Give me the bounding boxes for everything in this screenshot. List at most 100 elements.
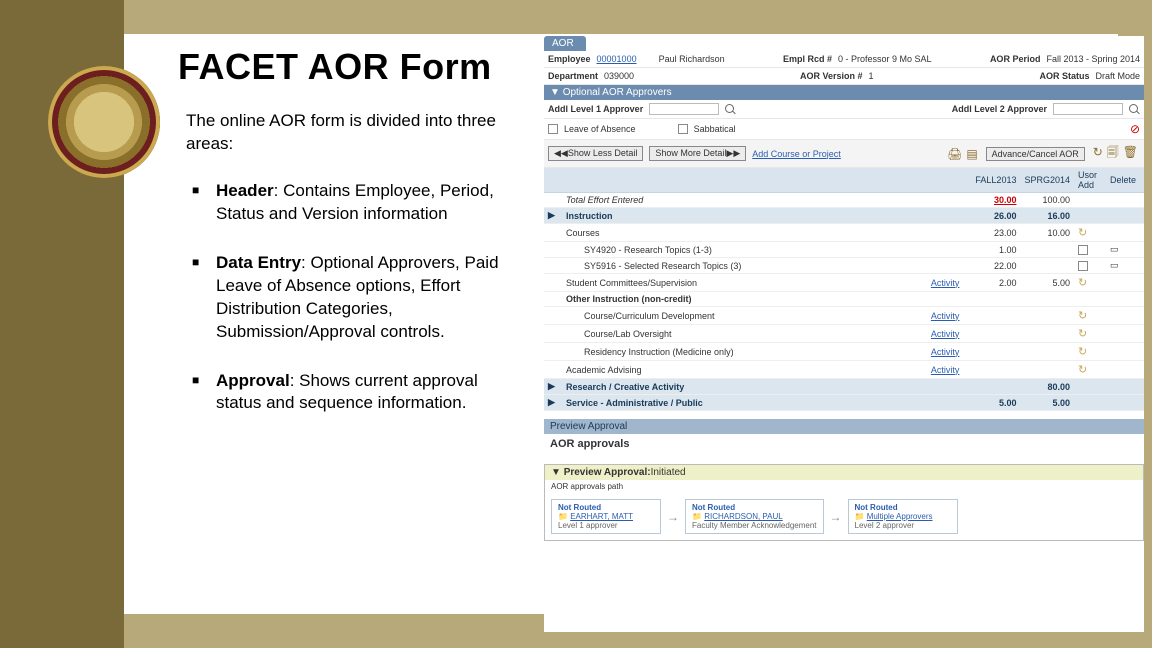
cell-delete	[1106, 193, 1144, 208]
intro-text: The online AOR form is divided into thre…	[186, 110, 506, 156]
row-delete-icon[interactable]: ▭	[1110, 260, 1119, 270]
val-spring	[1020, 307, 1074, 325]
val-spring: 5.00	[1020, 395, 1074, 411]
add-course-link[interactable]: Add Course or Project	[752, 149, 841, 159]
employee-name: Paul Richardson	[659, 54, 725, 64]
approver-name[interactable]: RICHARDSON, PAUL	[704, 512, 783, 521]
tab-aor[interactable]: AOR	[544, 36, 586, 51]
refresh-icon[interactable]: ↻	[1078, 277, 1087, 289]
lookup-icon[interactable]	[1129, 104, 1140, 115]
delete-icon[interactable]: ⊘	[1130, 122, 1140, 136]
activity-link[interactable]: Activity	[931, 365, 960, 375]
val-fall: 26.00	[971, 208, 1020, 224]
expand-icon[interactable]: ▶	[544, 379, 562, 395]
cell-usor: ↻	[1074, 274, 1106, 292]
period-label: AOR Period	[990, 54, 1041, 64]
activity-link[interactable]: Activity	[931, 278, 960, 288]
l1-input[interactable]	[649, 103, 719, 115]
fsu-seal	[48, 66, 160, 178]
preview-approval-bar[interactable]: Preview Approval	[544, 419, 1144, 434]
arrow-icon	[830, 510, 842, 524]
val-spring: 100.00	[1020, 193, 1074, 208]
activity-link[interactable]: Activity	[931, 329, 960, 339]
approval-box: ▼ Preview Approval:Initiated AOR approva…	[544, 464, 1144, 541]
slide-body: The online AOR form is divided into thre…	[186, 110, 506, 441]
print-icon[interactable]: 🖨	[947, 147, 962, 161]
row-checkbox[interactable]	[1078, 261, 1088, 271]
loa-checkbox[interactable]	[548, 124, 558, 134]
lookup-icon[interactable]	[725, 104, 736, 115]
val-fall	[971, 292, 1020, 307]
approval-node: Not Routed📁 Multiple ApproversLevel 2 ap…	[848, 499, 958, 534]
val-spring	[1020, 343, 1074, 361]
val-spring	[1020, 242, 1074, 258]
row-label: Course/Lab Oversight Activity	[562, 325, 971, 343]
cell-delete: ▭	[1106, 242, 1144, 258]
val-spring	[1020, 292, 1074, 307]
period-value: Fall 2013 - Spring 2014	[1046, 54, 1140, 64]
refresh-icon[interactable]: ↻	[1078, 364, 1087, 376]
cell-delete	[1106, 224, 1144, 242]
expand-icon	[544, 258, 562, 274]
approval-sub-label: Preview Approval:	[564, 467, 651, 478]
refresh-icon[interactable]: ↻	[1093, 145, 1103, 159]
refresh-icon[interactable]: ↻	[1078, 310, 1087, 322]
l2-input[interactable]	[1053, 103, 1123, 115]
expand-icon[interactable]: ▶	[544, 395, 562, 411]
bullet-term: Data Entry	[216, 253, 301, 272]
optional-approvers-bar[interactable]: ▼ Optional AOR Approvers	[544, 85, 1144, 100]
val-fall: 2.00	[971, 274, 1020, 292]
trash-icon[interactable]: 🗑	[1123, 145, 1138, 159]
show-less-button[interactable]: ◀◀Show Less Detail	[548, 146, 643, 161]
empl-rcd-label: Empl Rcd #	[783, 54, 832, 64]
action-icons: ↻ 🗐 🗑	[1091, 143, 1140, 164]
row-label: Courses	[562, 224, 971, 242]
leave-row: Leave of Absence Sabbatical ⊘	[544, 119, 1144, 140]
val-spring	[1020, 325, 1074, 343]
advance-cancel-button[interactable]: Advance/Cancel AOR	[986, 147, 1085, 161]
col-spring: SPRG2014	[1020, 168, 1074, 193]
table-row: Course/Curriculum Development Activity ↻	[544, 307, 1144, 325]
approver-name[interactable]: EARHART, MATT	[570, 512, 633, 521]
cell-usor: ↻	[1074, 343, 1106, 361]
expand-icon	[544, 361, 562, 379]
activity-link[interactable]: Activity	[931, 347, 960, 357]
approval-flow: Not Routed📁 EARHART, MATTLevel 1 approve…	[545, 493, 1143, 540]
refresh-icon[interactable]: ↻	[1078, 346, 1087, 358]
expand-icon	[544, 292, 562, 307]
cell-usor: ↻	[1074, 224, 1106, 242]
refresh-icon[interactable]: ↻	[1078, 328, 1087, 340]
row-delete-icon[interactable]: ▭	[1110, 244, 1119, 254]
cell-usor: ↻	[1074, 307, 1106, 325]
expand-icon[interactable]: ▶	[544, 208, 562, 224]
row-label: Instruction	[562, 208, 971, 224]
header-row-1: Employee 00001000 Paul Richardson Empl R…	[544, 51, 1144, 68]
activity-link[interactable]: Activity	[931, 311, 960, 321]
cell-usor	[1074, 258, 1106, 274]
show-more-button[interactable]: Show More Detail▶▶	[649, 146, 746, 161]
cell-usor	[1074, 242, 1106, 258]
copy-icon[interactable]: 🗐	[1107, 143, 1119, 164]
table-row: Other Instruction (non-credit)	[544, 292, 1144, 307]
expand-icon	[544, 193, 562, 208]
col-usor: Usor Add	[1074, 168, 1106, 193]
approver-name[interactable]: Multiple Approvers	[867, 512, 933, 521]
table-row: ▶Instruction26.0016.00	[544, 208, 1144, 224]
val-fall	[971, 343, 1020, 361]
sabbatical-checkbox[interactable]	[678, 124, 688, 134]
bullet-term: Approval	[216, 371, 290, 390]
cell-delete	[1106, 292, 1144, 307]
row-checkbox[interactable]	[1078, 245, 1088, 255]
val-spring: 80.00	[1020, 379, 1074, 395]
aor-screenshot: AOR Employee 00001000 Paul Richardson Em…	[544, 36, 1144, 632]
print-icons: 🖨▤	[945, 147, 980, 161]
cell-usor	[1074, 292, 1106, 307]
approval-sub: ▼ Preview Approval:Initiated	[545, 465, 1143, 480]
row-label: Course/Curriculum Development Activity	[562, 307, 971, 325]
dept-label: Department	[548, 71, 598, 81]
cell-usor	[1074, 193, 1106, 208]
loa-label: Leave of Absence	[564, 124, 636, 134]
export-icon[interactable]: ▤	[966, 147, 977, 161]
employee-link[interactable]: 00001000	[597, 54, 637, 64]
refresh-icon[interactable]: ↻	[1078, 227, 1087, 239]
